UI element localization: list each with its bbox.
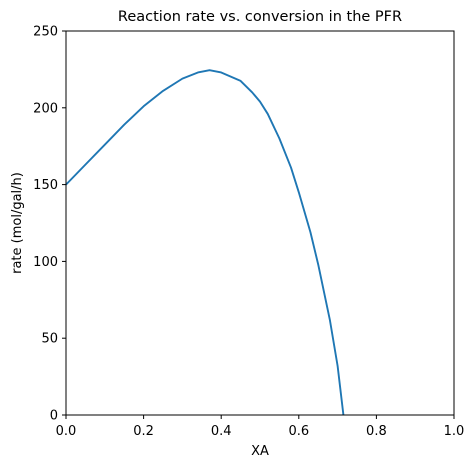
x-axis-ticks: 0.0 0.2 0.4 0.6 0.8 1.0 [56, 415, 465, 439]
y-tick-label: 150 [33, 178, 58, 193]
y-tick-label: 0 [50, 409, 58, 424]
y-tick-label: 250 [33, 25, 58, 40]
x-tick-label: 0.4 [211, 424, 232, 439]
y-tick-label: 50 [41, 332, 58, 347]
y-tick-label: 100 [33, 255, 58, 270]
x-tick-label: 0.6 [288, 424, 309, 439]
plot-frame [65, 30, 455, 416]
x-tick-label: 0.8 [366, 424, 387, 439]
y-axis-label: rate (mol/gal/h) [10, 172, 25, 274]
series-line [65, 69, 345, 416]
y-axis-ticks: 0 50 100 150 200 250 [33, 25, 66, 424]
x-tick-label: 1.0 [444, 424, 465, 439]
x-axis-label: XA [251, 444, 269, 459]
x-tick-label: 0.2 [133, 424, 154, 439]
chart-title: Reaction rate vs. conversion in the PFR [118, 9, 402, 25]
x-tick-label: 0.0 [56, 424, 77, 439]
y-tick-label: 200 [33, 101, 58, 116]
